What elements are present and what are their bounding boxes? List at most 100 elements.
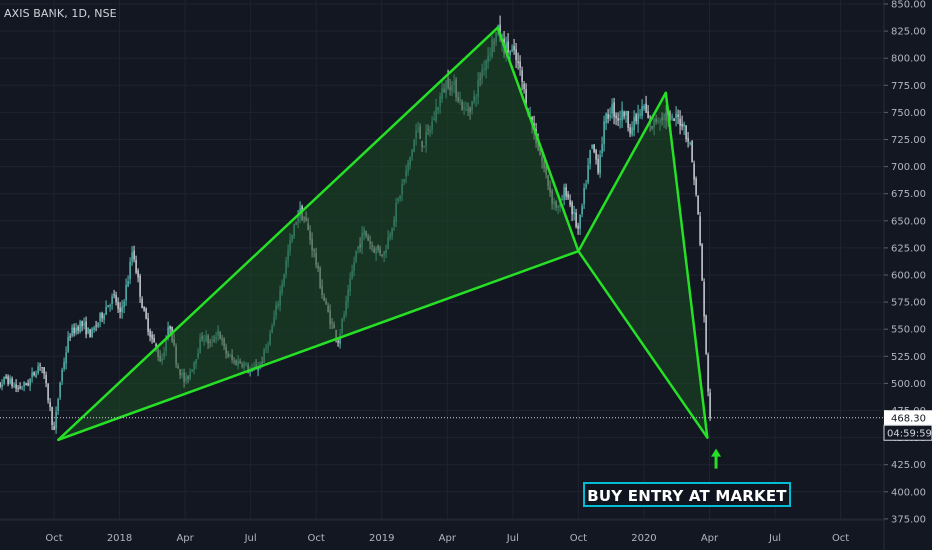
candle-body [631,127,633,135]
price-tick-label: 850.00 [891,0,926,11]
candle-body [589,150,591,164]
candle-body [141,298,143,309]
candle-body [581,205,583,214]
price-tick-label: 625.00 [891,243,926,254]
candle-body [583,188,585,205]
candle-body [129,261,131,280]
candle-body [0,382,1,387]
candle-body [603,121,605,145]
candle-body [683,123,685,127]
candle-body [639,114,641,116]
candle-body [681,123,683,127]
candle-body [53,426,55,430]
candle-body [573,212,575,214]
candle-body [135,259,137,273]
candle-body [599,154,601,174]
candle-body [95,325,97,327]
candle-body [83,323,85,325]
candle-body [691,141,693,163]
candle-body [55,411,57,429]
candle-body [41,367,43,369]
candle-body [671,116,673,118]
candle-body [515,49,517,61]
candle-body [59,382,61,398]
candle-body [113,294,115,296]
candle-body [37,366,39,374]
candle-body [73,327,75,334]
candle-body [611,104,613,114]
candle-body [133,250,135,260]
candle-body [87,327,89,334]
candle-body [647,111,649,119]
time-tick-label: Jul [244,533,257,544]
pattern-leg-xa [57,26,499,442]
candle-body [147,318,149,332]
candle-body [643,106,645,109]
candle-body [3,376,5,384]
candle-body [169,326,171,329]
candle-body [27,383,29,386]
candle-body [565,187,567,197]
price-tick-label: 825.00 [891,27,926,38]
price-tick-label: 775.00 [891,81,926,92]
price-axis: 375.00400.00425.00450.00475.00500.00525.… [883,0,932,550]
candle-body [593,144,595,153]
candle-body [633,117,635,131]
pattern-leg-cd [664,91,709,439]
candle-body [35,374,37,377]
price-tick-label: 750.00 [891,108,926,119]
pattern-leg-bd [577,249,709,439]
time-tick-label: Apr [439,533,457,544]
countdown-tag [883,424,932,441]
candle-body [615,115,617,119]
candle-body [507,41,509,53]
candle-body [43,367,45,374]
candle-body [607,114,609,119]
buy-entry-annotation: BUY ENTRY AT MARKET [583,482,791,507]
candle-body [125,285,127,301]
candle-body [139,275,141,297]
buy-arrow-head [711,448,722,457]
last-price-tag-label: 468.30 [891,413,926,424]
candle-body [513,46,515,50]
candle-body [107,305,109,308]
candle-body [675,113,677,119]
candle-body [7,376,9,385]
countdown-tag-label: 04:59:59 [887,428,932,439]
price-tick-label: 500.00 [891,379,926,390]
candle-body [577,225,579,229]
candle-body [137,270,139,278]
candle-body [85,321,87,335]
candle-body [605,113,607,124]
candle-body [601,144,603,154]
candle-body [51,407,53,426]
candle-body [75,327,77,333]
candle-body [337,340,339,343]
price-tick-label: 550.00 [891,325,926,336]
candle-body [525,89,527,109]
price-tick-label: 800.00 [891,54,926,65]
candle-body [1,384,3,388]
time-tick-label: Jul [506,533,519,544]
candle-body [65,352,67,364]
candle-body [575,212,577,227]
candle-body [69,336,71,338]
candle-body [39,364,41,366]
candle-body [705,315,707,354]
pattern-fill-xab [58,27,579,440]
candle-body [673,118,675,122]
time-tick-label: 2020 [631,533,656,544]
candle-body [119,307,121,312]
candle-body [701,244,703,281]
candle-body [257,366,259,371]
candle-body [47,384,49,401]
candle-body [101,313,103,319]
price-tick-label: 525.00 [891,352,926,363]
candle-body [697,195,699,215]
candle-body [103,314,105,320]
time-tick-label: 2018 [107,533,132,544]
candle-body [155,343,157,349]
candle-body [57,399,59,411]
candle-body [677,114,679,117]
